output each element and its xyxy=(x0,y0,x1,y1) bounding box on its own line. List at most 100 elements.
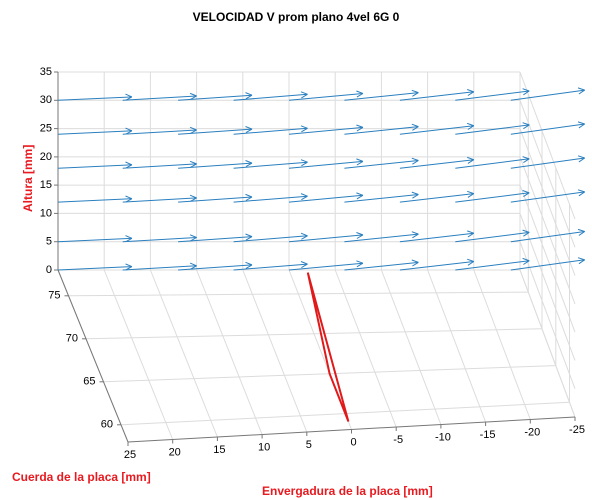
velocity-vector xyxy=(399,89,475,101)
vector-head xyxy=(412,194,419,199)
x-tick-label: 0 xyxy=(350,436,356,448)
vector-head xyxy=(578,191,585,197)
vector-shaft xyxy=(399,125,474,135)
vector-shaft xyxy=(178,162,253,169)
velocity-vector xyxy=(57,93,133,101)
vector-head xyxy=(467,261,475,266)
vector-shaft xyxy=(510,231,585,243)
vector-shaft xyxy=(233,235,308,243)
vector-head xyxy=(411,157,419,161)
vector-shaft xyxy=(288,126,363,135)
vector-head xyxy=(189,126,197,131)
vector-shaft xyxy=(122,95,197,101)
z-tick-label: 25 xyxy=(40,123,52,135)
velocity-vector xyxy=(288,124,364,135)
x-tick-label: -15 xyxy=(480,429,496,441)
vector-head xyxy=(356,234,364,239)
vector-head xyxy=(125,235,133,239)
vector-head xyxy=(412,261,419,267)
vector-shaft xyxy=(344,160,419,169)
velocity-vector xyxy=(344,89,419,101)
grid-line xyxy=(68,291,529,297)
vector-head xyxy=(522,190,530,194)
vector-head xyxy=(356,126,364,132)
vector-shaft xyxy=(233,127,308,135)
vector-shaft xyxy=(122,197,197,203)
grid-layer xyxy=(57,71,576,443)
vector-head xyxy=(190,163,197,168)
vector-shaft xyxy=(455,260,530,271)
vector-head xyxy=(522,156,530,160)
vector-head xyxy=(356,192,364,196)
grid-line xyxy=(427,269,487,423)
velocity-vector xyxy=(510,121,585,135)
vector-shaft xyxy=(288,262,363,271)
velocity-vector xyxy=(233,125,308,135)
vector-head xyxy=(125,93,133,98)
vector-head xyxy=(356,260,364,264)
vector-shaft xyxy=(455,192,530,203)
x-axis-label: Envergadura de la placa [mm] xyxy=(262,484,433,498)
vector-shaft xyxy=(178,264,253,271)
y-axis-label: Cuerda de la placa [mm] xyxy=(12,470,151,484)
grid-line xyxy=(473,269,531,420)
vector-head xyxy=(300,232,308,237)
x-tick-label: 15 xyxy=(213,444,225,456)
grid-line xyxy=(85,328,543,340)
vector-head xyxy=(412,92,419,97)
velocity-vector xyxy=(288,192,364,203)
vector-head xyxy=(578,259,585,265)
velocity-vector xyxy=(178,233,253,243)
tick-layer: 0 5 10 15 20 25 30 35 60 65 70 75 25 20 15 10 5 0 -5 -10 -15… xyxy=(40,66,585,461)
vector-head xyxy=(189,262,197,267)
vector-head xyxy=(125,263,133,268)
vector-head xyxy=(245,236,253,241)
vector-shaft xyxy=(399,232,474,243)
velocity-vector xyxy=(178,126,253,135)
vector-head xyxy=(300,125,308,129)
velocity-vector xyxy=(399,258,475,271)
vector-shaft xyxy=(344,233,419,243)
x-tick-label: 5 xyxy=(306,439,312,451)
vector-shaft xyxy=(122,237,197,243)
grid-line xyxy=(519,269,576,418)
vector-head xyxy=(523,158,530,164)
velocity-vector xyxy=(57,195,133,203)
vector-head xyxy=(189,160,197,165)
vector-shaft xyxy=(57,266,132,271)
velocity-vector xyxy=(57,161,133,169)
x-tick-label: -25 xyxy=(569,424,585,436)
vector-head xyxy=(523,231,530,237)
velocity-vector xyxy=(510,87,585,101)
vector-head xyxy=(578,157,585,163)
vector-head xyxy=(356,262,364,268)
velocity-vector xyxy=(233,232,308,243)
z-tick-label: 20 xyxy=(40,151,52,163)
x-tick-label: 25 xyxy=(124,449,136,461)
velocity-vector xyxy=(178,261,253,271)
vector-shaft xyxy=(399,159,474,169)
vector-head xyxy=(245,126,253,130)
velocity-vector xyxy=(344,231,419,243)
velocity-vector xyxy=(122,160,197,169)
vector-shaft xyxy=(344,92,419,101)
vector-head xyxy=(578,89,585,95)
z-tick-label: 15 xyxy=(40,179,52,191)
vector-head xyxy=(577,228,585,232)
vector-head xyxy=(467,91,475,96)
vector-shaft xyxy=(57,164,132,169)
vector-head xyxy=(301,93,308,99)
vector-head xyxy=(301,263,308,269)
vector-shaft xyxy=(288,160,363,169)
plate-layer xyxy=(306,272,350,422)
vector-head xyxy=(578,231,585,236)
velocity-vector xyxy=(288,232,364,243)
vector-shaft xyxy=(122,163,197,169)
velocity-vector xyxy=(399,190,475,203)
vector-head xyxy=(245,128,253,134)
vector-shaft xyxy=(57,237,132,243)
vector-head xyxy=(467,159,475,164)
vector-shaft xyxy=(510,89,585,101)
vector-head xyxy=(467,125,475,130)
